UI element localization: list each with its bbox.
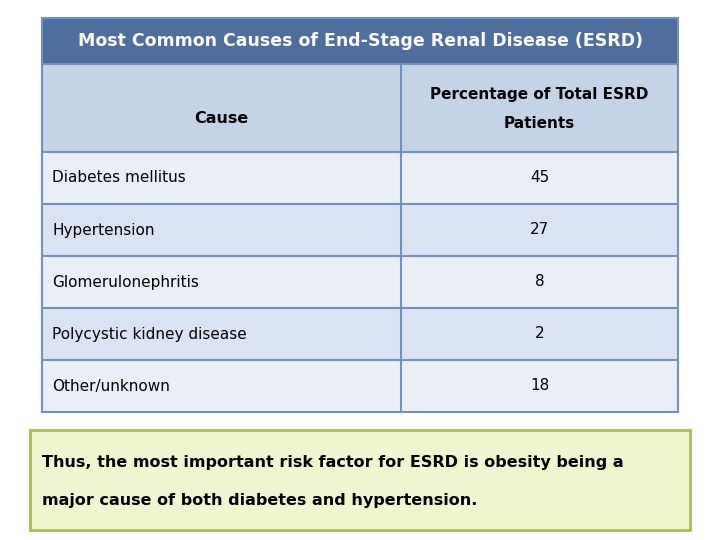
Bar [42, 18, 678, 412]
Bar [401, 204, 678, 256]
Bar [42, 360, 401, 412]
Bar [42, 308, 401, 360]
Text: Glomerulonephritis: Glomerulonephritis [52, 274, 199, 289]
Bar [42, 152, 401, 204]
Bar [42, 256, 401, 308]
Text: Thus, the most important risk factor for ESRD is obesity being a: Thus, the most important risk factor for… [42, 456, 624, 470]
Bar [401, 360, 678, 412]
Text: major cause of both diabetes and hypertension.: major cause of both diabetes and hyperte… [42, 492, 477, 508]
Bar [401, 152, 678, 204]
Bar [30, 430, 690, 530]
Bar [401, 64, 678, 152]
Text: 45: 45 [530, 171, 549, 186]
Text: 27: 27 [530, 222, 549, 238]
Text: 18: 18 [530, 379, 549, 394]
Bar [42, 64, 401, 152]
Text: Polycystic kidney disease: Polycystic kidney disease [52, 327, 247, 341]
Bar [401, 256, 678, 308]
Text: Patients: Patients [504, 116, 575, 131]
Text: 8: 8 [535, 274, 544, 289]
Bar [42, 18, 678, 64]
Bar [401, 308, 678, 360]
Text: Other/unknown: Other/unknown [52, 379, 170, 394]
Text: Diabetes mellitus: Diabetes mellitus [52, 171, 186, 186]
Text: 2: 2 [535, 327, 544, 341]
Text: Percentage of Total ESRD: Percentage of Total ESRD [431, 87, 649, 102]
Text: Most Common Causes of End-Stage Renal Disease (ESRD): Most Common Causes of End-Stage Renal Di… [78, 32, 642, 50]
Bar [42, 204, 401, 256]
Text: Cause: Cause [194, 111, 249, 126]
Text: Hypertension: Hypertension [52, 222, 155, 238]
